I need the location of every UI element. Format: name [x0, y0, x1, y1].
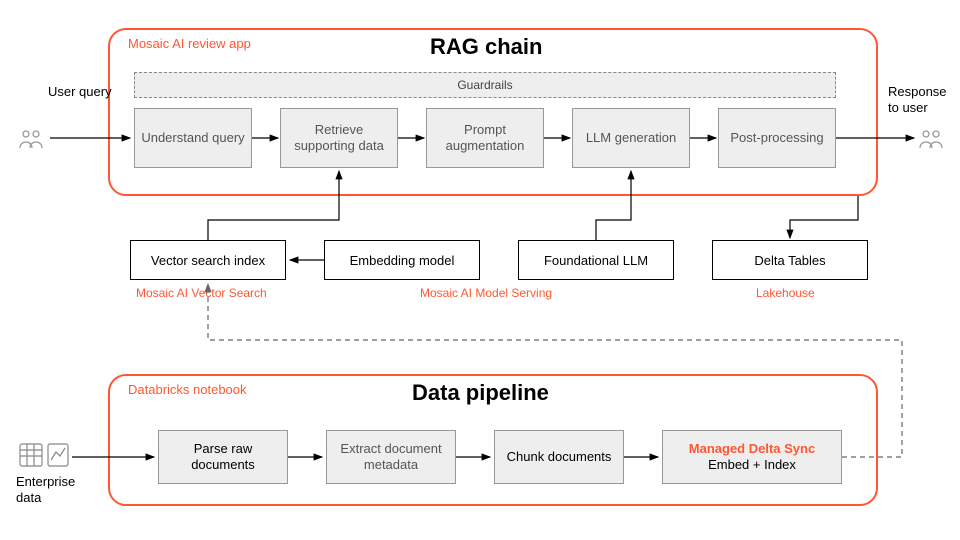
rag-step-post: Post-processing	[718, 108, 836, 168]
svc-label-lakehouse: Lakehouse	[756, 286, 815, 300]
pipe-step-sync: Managed Delta Sync Embed + Index	[662, 430, 842, 484]
enterprise-data-text: Enterprise data	[16, 474, 75, 505]
pipe-sync-sub: Embed + Index	[708, 457, 796, 473]
enterprise-data-label: Enterprise data	[16, 474, 96, 505]
rag-step-understand: Understand query	[134, 108, 252, 168]
rag-step-llm: LLM generation	[572, 108, 690, 168]
pipe-step-extract: Extract document metadata	[326, 430, 456, 484]
user-query-label: User query	[48, 84, 112, 100]
response-text: Response to user	[888, 84, 947, 115]
svc-delta-tables: Delta Tables	[712, 240, 868, 280]
svc-label-serving: Mosaic AI Model Serving	[420, 286, 552, 300]
guardrails-label: Guardrails	[457, 78, 512, 92]
guardrails-box: Guardrails	[134, 72, 836, 98]
svc-foundational-llm: Foundational LLM	[518, 240, 674, 280]
svc-label-vector: Mosaic AI Vector Search	[136, 286, 267, 300]
rag-step-retrieve: Retrieve supporting data	[280, 108, 398, 168]
pipeline-container-label: Databricks notebook	[128, 382, 247, 397]
enterprise-data-icon	[18, 440, 70, 476]
user-query-text: User query	[48, 84, 112, 99]
svc-vector-search: Vector search index	[130, 240, 286, 280]
rag-title: RAG chain	[430, 34, 542, 60]
users-icon-left	[18, 128, 44, 156]
pipe-step-parse: Parse raw documents	[158, 430, 288, 484]
rag-step-prompt: Prompt augmentation	[426, 108, 544, 168]
pipe-sync-title: Managed Delta Sync	[689, 441, 815, 457]
response-label: Response to user	[888, 84, 958, 115]
rag-container-label: Mosaic AI review app	[128, 36, 251, 51]
pipeline-title: Data pipeline	[412, 380, 549, 406]
users-icon-right	[918, 128, 944, 156]
pipe-step-chunk: Chunk documents	[494, 430, 624, 484]
svc-embedding: Embedding model	[324, 240, 480, 280]
